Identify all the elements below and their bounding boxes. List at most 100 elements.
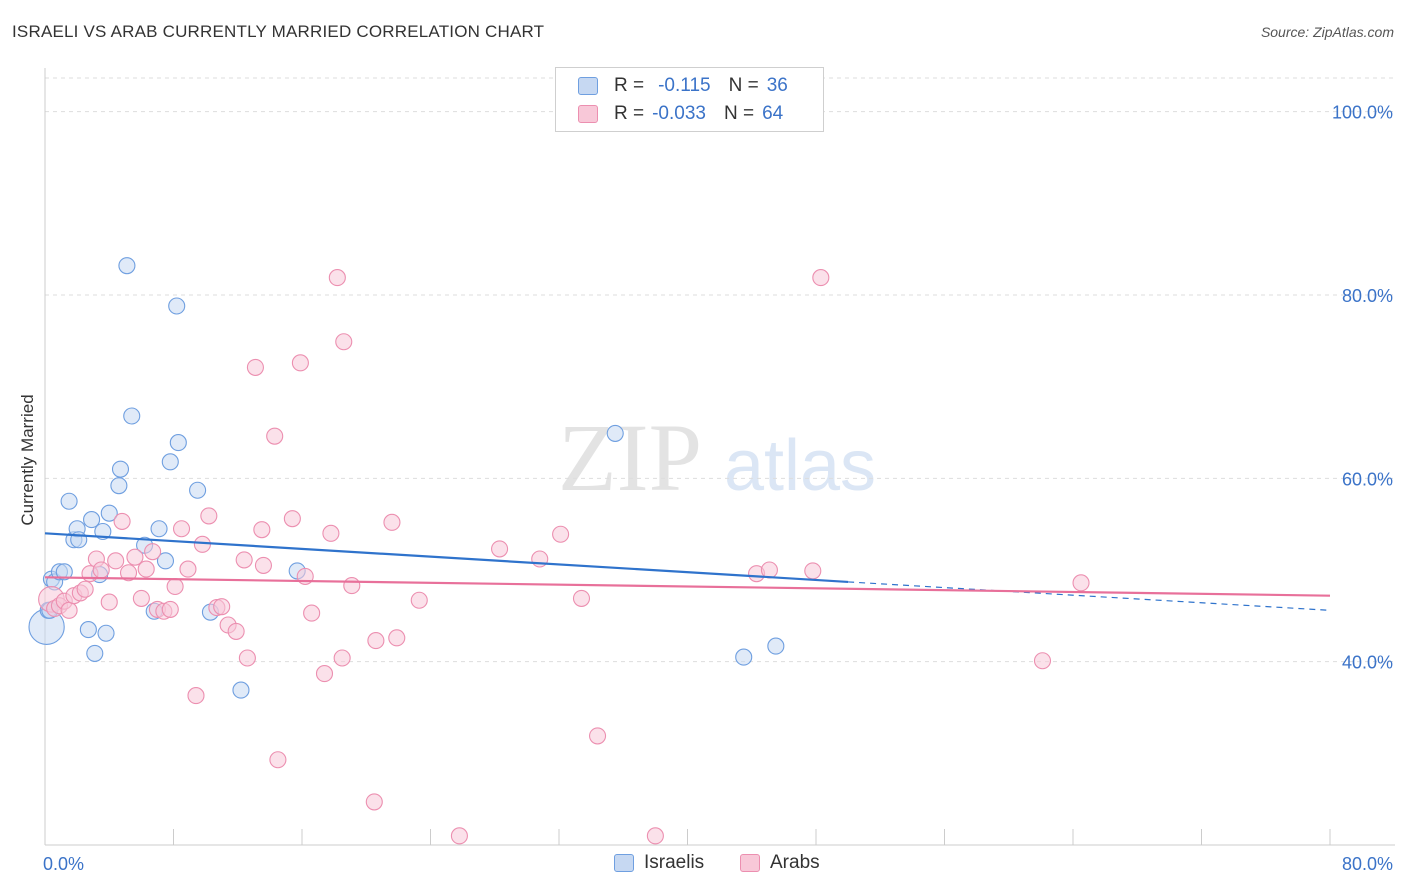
arabs-r-value: -0.033 [652,103,706,124]
y-tick-label: 60.0% [1342,469,1393,489]
source-label: Source: ZipAtlas.com [1260,24,1394,40]
bottom-legend-arabs: Arabs [740,852,820,874]
arabs-point [552,525,570,543]
arabs-point [107,552,125,570]
arabs-point [322,524,340,542]
israelis-r-label: R = [614,75,645,96]
arabs-point [1033,652,1052,670]
israelis-n-value: 36 [766,75,788,96]
arabs-point [144,543,162,561]
arabs-legend-label: Arabs [770,852,820,873]
arabs-point [588,727,607,745]
arabs-point [92,561,110,579]
israelis-trend-line [44,532,849,584]
x-tick-label: 80.0% [1342,854,1393,874]
israelis-r-value: -0.115 [658,75,711,96]
arabs-point [266,427,284,445]
x-tick-label: 0.0% [43,854,84,874]
israelis-point [150,520,168,538]
arabs-point [113,512,131,530]
arabs-point [119,564,138,582]
arabs-point [254,556,273,574]
israelis-n-label: N = [728,75,759,96]
watermark-atlas: atlas [724,426,876,506]
israelis-trend-extension [848,581,1331,611]
legend-row-arabs: R = -0.033 N = 64 [578,102,783,126]
arabs-point [213,598,231,616]
arabs-point [283,510,301,528]
israelis-point [97,624,115,642]
israelis-point [169,434,187,452]
israelis-point [168,297,186,315]
arabs-point [193,535,211,553]
arabs-point [246,358,264,376]
arabs-point [166,577,184,596]
arabs-point [328,269,346,287]
israelis-legend-swatch [614,854,634,872]
y-tick-label: 100.0% [1332,103,1393,123]
bottom-legend-israelis: Israelis [614,852,704,874]
y-axis-label: Currently Married [18,394,37,525]
arabs-point [335,333,353,351]
arabs-point [179,560,197,578]
arabs-point [132,589,150,607]
israelis-point [55,563,73,581]
arabs-point [253,521,271,539]
arabs-point [365,793,383,811]
israelis-point [189,481,207,499]
israelis-legend-label: Israelis [644,852,705,873]
arabs-point [760,561,778,579]
israelis-point [83,511,101,529]
arabs-point [126,548,144,566]
arabs-point [572,589,591,607]
israelis-point [111,460,130,478]
israelis-swatch [578,77,598,95]
arabs-point [491,540,509,558]
israelis-point [161,453,179,471]
arabs-point [76,580,94,598]
y-tick-label: 80.0% [1342,286,1393,306]
arabs-point [450,827,468,845]
arabs-point [60,601,78,619]
arabs-point [388,629,406,647]
arabs-point [172,520,191,538]
arabs-point [161,600,179,618]
arabs-point [367,632,385,650]
arabs-point [200,507,218,525]
arabs-point [227,622,245,640]
israelis-point [86,644,104,662]
israelis-point [110,477,128,495]
israelis-point [118,257,136,275]
arabs-point [100,593,118,611]
israelis-point [606,424,624,442]
arabs-point [410,591,428,609]
arabs-point [291,354,309,372]
arabs-r-label: R = [614,103,645,124]
y-tick-label: 40.0% [1342,653,1393,673]
arabs-point [269,751,287,769]
watermark-zip: ZIP [558,404,702,511]
israelis-point [60,492,78,510]
arabs-point [187,687,205,705]
israelis-point [100,504,118,522]
arabs-point [333,649,351,667]
arabs-point [238,649,256,667]
israelis-point [767,637,785,655]
arabs-n-label: N = [723,103,755,124]
arabs-trend-line [44,576,1331,597]
israelis-point [232,681,250,699]
arabs-point [303,604,321,622]
arabs-point [1072,574,1090,592]
arabs-point [646,827,664,845]
arabs-n-value: 64 [762,103,784,124]
israelis-point [79,621,97,639]
israelis-point [156,552,175,570]
israelis-point [123,407,141,425]
arabs-point [315,665,334,683]
arabs-swatch [578,105,598,123]
arabs-point [804,562,822,580]
chart-title: ISRAELI VS ARAB CURRENTLY MARRIED CORREL… [12,22,545,41]
stats-legend: R = -0.115 N = 36 R = -0.033 N = 64 [555,67,824,132]
arabs-legend-swatch [740,854,760,872]
